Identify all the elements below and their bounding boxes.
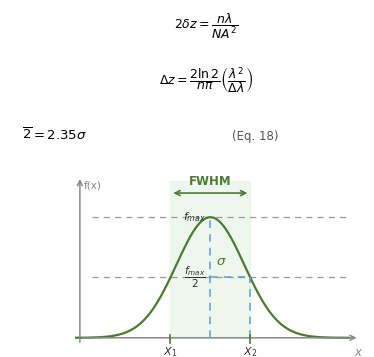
Text: x: x [354,346,361,357]
Text: $2\delta z = \dfrac{n\lambda}{NA^2}$: $2\delta z = \dfrac{n\lambda}{NA^2}$ [174,11,238,41]
Text: $\dfrac{f_{max}}{2}$: $\dfrac{f_{max}}{2}$ [184,265,206,290]
Text: FWHM: FWHM [189,175,232,188]
Text: $f_{max}$: $f_{max}$ [183,210,206,224]
Text: $X_1$: $X_1$ [163,345,178,357]
Text: (Eq. 18): (Eq. 18) [232,130,278,143]
Text: $\Delta z = \dfrac{2\ln 2}{n\pi}\left(\dfrac{\lambda^2}{\Delta\lambda}\right)$: $\Delta z = \dfrac{2\ln 2}{n\pi}\left(\d… [159,66,253,96]
Text: $X_2$: $X_2$ [243,345,257,357]
Text: f(x): f(x) [84,181,102,191]
Text: $\sigma$: $\sigma$ [217,256,227,268]
Text: $\overline{2} = 2.35\sigma$: $\overline{2} = 2.35\sigma$ [22,127,88,143]
